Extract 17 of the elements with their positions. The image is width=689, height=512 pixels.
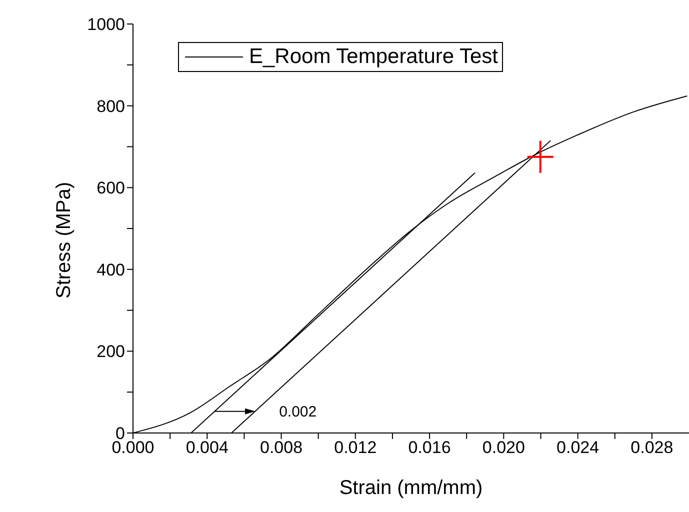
y-tick-label: 600 [96, 178, 125, 198]
x-tick-label: 0.024 [556, 438, 600, 458]
x-tick-label: 0.004 [186, 438, 228, 458]
x-tick-label: 0.000 [112, 438, 154, 458]
y-tick-label: 400 [96, 260, 125, 280]
y-tick-label: 200 [96, 342, 125, 362]
annotation: 0.002 [279, 403, 317, 420]
x-tick-label: 0.028 [630, 438, 674, 458]
x-tick-label: 0.008 [260, 438, 303, 458]
legend-label: E_Room Temperature Test [249, 45, 498, 69]
x-axis-title: Strain (mm/mm) [339, 477, 483, 499]
x-tick-label: 0.016 [408, 438, 451, 458]
y-tick-label: 800 [96, 96, 125, 116]
y-axis-title: Stress (MPa) [53, 182, 76, 298]
x-tick-label: 0.020 [482, 438, 525, 458]
y-tick-label: 1000 [87, 15, 125, 34]
x-tick-label: 0.012 [334, 438, 377, 458]
